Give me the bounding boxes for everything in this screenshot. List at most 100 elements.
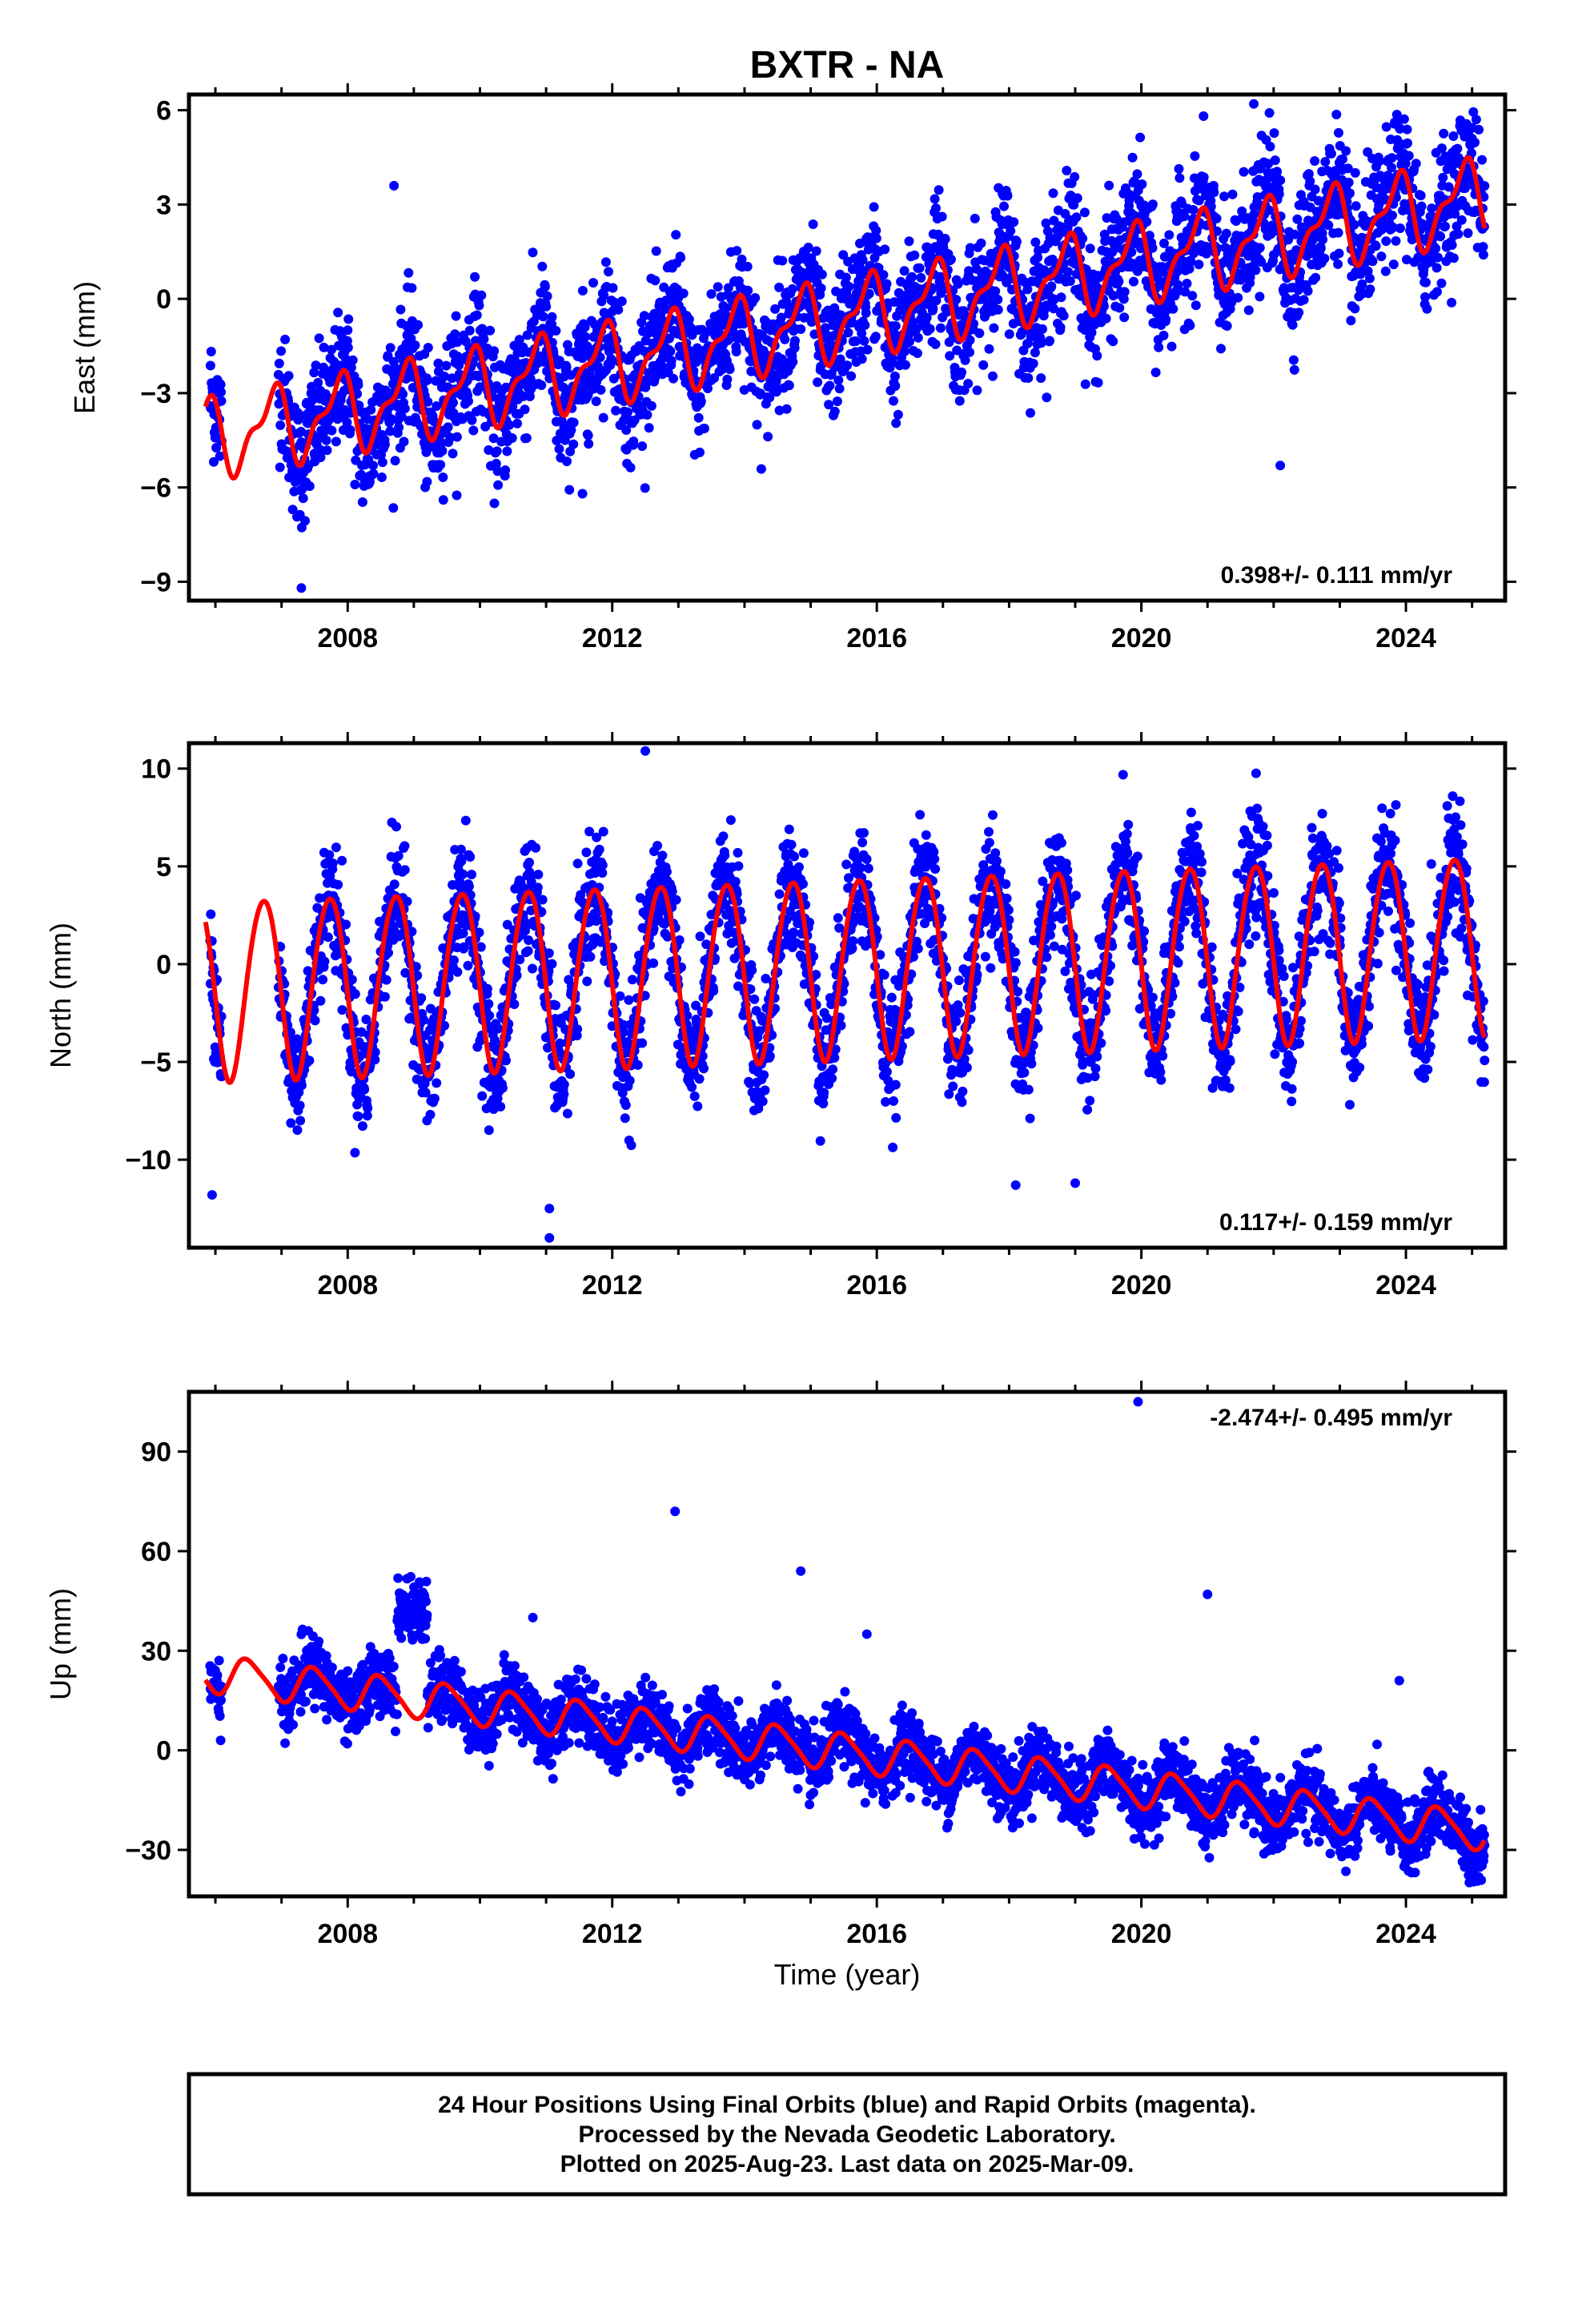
east-point	[925, 324, 935, 334]
east-point	[723, 283, 733, 293]
east-point	[347, 355, 358, 365]
north-point	[597, 860, 608, 870]
east-point	[637, 441, 648, 452]
east-point	[857, 354, 867, 364]
north-point	[652, 841, 663, 850]
east-point	[965, 243, 975, 253]
east-point	[776, 312, 786, 323]
east-point	[1086, 328, 1097, 338]
east-point	[410, 340, 420, 351]
north-point	[400, 865, 410, 875]
east-point	[1036, 338, 1046, 348]
east-point	[930, 339, 941, 349]
east-point	[489, 346, 500, 356]
east-point	[322, 445, 332, 456]
east-point	[1154, 342, 1164, 352]
east-point	[756, 464, 766, 474]
north-point	[718, 831, 729, 842]
east-point	[916, 272, 926, 283]
east-point	[342, 417, 352, 428]
east-point	[1164, 230, 1174, 240]
east-point	[504, 420, 515, 430]
east-point	[468, 425, 479, 436]
east-point	[1338, 154, 1347, 164]
east-point	[1127, 152, 1138, 163]
east-point	[209, 456, 219, 467]
east-point	[811, 246, 821, 256]
east-point	[1427, 203, 1437, 214]
east-point	[470, 271, 480, 282]
east-point	[706, 289, 717, 300]
east-point	[1142, 216, 1152, 227]
east-point	[528, 247, 538, 258]
east-point	[1471, 115, 1481, 125]
east-point	[881, 279, 892, 289]
east-point	[1045, 336, 1054, 346]
east-point	[595, 352, 605, 363]
east-point	[905, 336, 914, 347]
east-point	[1079, 207, 1090, 218]
east-point	[1041, 218, 1051, 228]
east-point	[921, 312, 932, 323]
east-ytick-label: 3	[156, 190, 171, 220]
east-point	[524, 392, 535, 401]
east-point	[732, 246, 742, 256]
east-point	[413, 320, 424, 330]
east-point	[1431, 243, 1441, 254]
east-point	[787, 283, 797, 294]
east-point	[287, 505, 298, 515]
chart-title: BXTR - NA	[750, 44, 945, 86]
east-point	[657, 361, 667, 372]
east-point	[1303, 169, 1314, 179]
east-point	[1432, 287, 1442, 297]
east-point	[422, 476, 432, 487]
east-point	[870, 332, 881, 342]
east-point	[1330, 170, 1340, 180]
north-point	[559, 1089, 569, 1100]
east-point	[781, 404, 792, 414]
east-point	[909, 250, 920, 260]
east-xtick-label: 2008	[317, 623, 378, 653]
east-point	[1292, 214, 1303, 224]
north-point	[357, 1121, 367, 1132]
east-point	[438, 495, 448, 505]
east-point	[993, 295, 1003, 304]
north-point	[362, 1111, 372, 1121]
east-point	[1310, 184, 1320, 195]
east-point	[1102, 213, 1112, 223]
east-point	[650, 275, 661, 286]
east-point	[1331, 110, 1342, 119]
east-point	[327, 425, 337, 436]
east-point	[1318, 235, 1328, 245]
east-point	[1199, 172, 1209, 183]
north-point	[695, 931, 705, 942]
east-model-line	[203, 155, 1488, 481]
east-point	[1161, 314, 1171, 324]
north-point	[528, 963, 537, 974]
east-point	[1402, 124, 1412, 135]
north-point	[626, 1140, 636, 1151]
east-point	[551, 326, 561, 336]
east-point	[452, 490, 462, 501]
east-point	[666, 356, 677, 366]
east-point	[1252, 192, 1263, 202]
north-point	[691, 1000, 701, 1011]
east-point	[765, 392, 775, 403]
east-point	[398, 389, 408, 400]
north-point	[324, 850, 335, 860]
east-point	[988, 371, 998, 381]
east-point	[1022, 284, 1033, 295]
north-point	[416, 993, 427, 1003]
north-point	[720, 850, 730, 861]
east-point	[319, 342, 329, 352]
east-point	[345, 424, 355, 435]
east-point	[436, 460, 446, 470]
east-point	[722, 374, 733, 384]
north-point	[484, 1125, 494, 1136]
east-point	[452, 337, 463, 348]
north-point	[319, 956, 330, 967]
east-point	[743, 285, 753, 296]
east-point	[832, 396, 842, 407]
north-point	[400, 967, 411, 978]
east-point	[1452, 143, 1463, 154]
